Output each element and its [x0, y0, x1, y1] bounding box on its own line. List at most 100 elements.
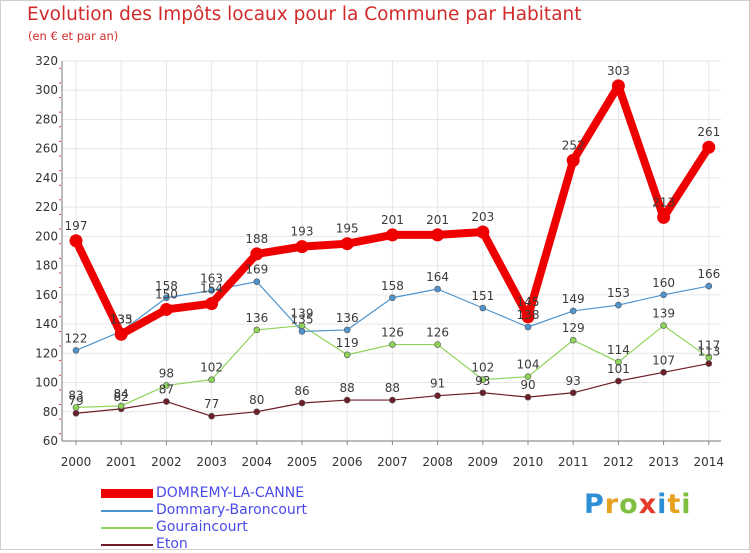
data-point-gouraincourt	[72, 404, 80, 411]
x-tick-label: 2006	[332, 455, 363, 469]
data-label-eton: 88	[385, 381, 400, 395]
data-label-gouraincourt: 139	[652, 307, 675, 321]
data-label-eton: 113	[697, 345, 720, 359]
data-label-dommary-baroncourt: 164	[426, 270, 449, 284]
logo-letter: o	[619, 489, 639, 520]
y-tick-label: 320	[35, 54, 58, 68]
data-label-gouraincourt: 117	[697, 339, 720, 353]
data-label-domremy-la-canne: 201	[381, 213, 404, 227]
y-tick-label: 260	[35, 142, 58, 156]
data-label-dommary-baroncourt: 160	[652, 276, 675, 290]
data-label-domremy-la-canne: 303	[607, 64, 630, 78]
legend-label-dommary: Dommary-Baroncourt	[156, 502, 307, 518]
data-point-dommary-baroncourt	[705, 282, 713, 290]
data-label-dommary-baroncourt: 158	[155, 279, 178, 293]
data-point-eton	[615, 377, 622, 385]
legend-swatch-eton	[101, 544, 153, 546]
proxiti-logo: Proxiti	[584, 489, 692, 520]
legend-swatch-domremy	[101, 489, 153, 498]
logo-letter: i	[681, 489, 692, 520]
data-point-gouraincourt	[660, 322, 667, 329]
x-tick-label: 2002	[151, 455, 182, 469]
data-label-eton: 93	[475, 374, 490, 388]
data-label-eton: 77	[204, 397, 219, 411]
data-label-gouraincourt: 126	[426, 326, 449, 340]
data-point-gouraincourt	[705, 354, 713, 361]
data-label-gouraincourt: 119	[336, 336, 359, 350]
data-point-gouraincourt	[569, 336, 577, 344]
data-label-dommary-baroncourt: 163	[200, 271, 223, 285]
data-label-eton: 107	[652, 353, 675, 367]
data-label-eton: 80	[249, 393, 264, 407]
data-point-dommary-baroncourt	[479, 304, 487, 312]
data-point-eton	[163, 398, 170, 405]
data-point-domremy-la-canne	[385, 228, 399, 242]
data-point-domremy-la-canne	[114, 327, 128, 341]
data-point-domremy-la-canne	[476, 225, 490, 239]
data-point-eton	[569, 389, 577, 397]
data-label-dommary-baroncourt: 136	[336, 311, 359, 325]
data-label-gouraincourt: 139	[291, 307, 314, 321]
legend-swatch-gouraincourt	[101, 527, 153, 529]
x-tick-label: 2014	[694, 455, 725, 469]
data-label-domremy-la-canne: 261	[697, 125, 720, 139]
data-point-gouraincourt	[117, 402, 125, 410]
logo-letter: t	[667, 489, 682, 520]
y-tick-label: 60	[43, 434, 58, 448]
chart-subtitle: (en € et par an)	[28, 29, 119, 43]
data-label-gouraincourt: 129	[562, 321, 585, 335]
data-label-dommary-baroncourt: 158	[381, 279, 404, 293]
data-label-gouraincourt: 98	[159, 366, 174, 380]
data-point-domremy-la-canne	[250, 247, 264, 261]
x-tick-label: 2004	[242, 455, 273, 469]
data-point-dommary-baroncourt	[524, 323, 532, 331]
data-label-dommary-baroncourt: 153	[607, 286, 630, 300]
data-point-gouraincourt	[479, 376, 487, 383]
data-point-domremy-la-canne	[521, 310, 535, 324]
data-label-gouraincourt: 104	[517, 358, 540, 372]
data-label-eton: 101	[607, 362, 630, 376]
x-tick-label: 2008	[422, 455, 453, 469]
y-tick-label: 220	[35, 200, 58, 214]
data-point-domremy-la-canne	[702, 140, 716, 154]
data-label-domremy-la-canne: 252	[562, 138, 585, 152]
y-tick-label: 280	[35, 112, 58, 126]
data-label-domremy-la-canne: 154	[200, 282, 223, 296]
data-point-eton	[72, 409, 80, 417]
y-tick-label: 160	[35, 288, 58, 302]
x-tick-label: 2013	[648, 455, 679, 469]
data-point-eton	[343, 396, 351, 404]
data-point-domremy-la-canne	[340, 237, 354, 251]
data-label-eton: 90	[520, 378, 535, 392]
data-label-dommary-baroncourt: 149	[562, 292, 585, 306]
data-point-domremy-la-canne	[205, 297, 219, 311]
axes	[59, 61, 721, 445]
data-point-gouraincourt	[253, 326, 261, 334]
data-label-gouraincourt: 102	[471, 361, 494, 375]
data-label-gouraincourt: 83	[68, 388, 83, 402]
data-label-domremy-la-canne: 150	[155, 287, 178, 301]
data-label-gouraincourt: 102	[200, 361, 223, 375]
data-label-domremy-la-canne: 197	[65, 219, 88, 233]
data-point-eton	[524, 393, 532, 401]
x-tick-label: 2009	[468, 455, 499, 469]
data-point-dommary-baroncourt	[298, 328, 306, 335]
data-point-domremy-la-canne	[159, 302, 173, 316]
y-tick-label: 80	[43, 405, 58, 419]
data-point-dommary-baroncourt	[569, 307, 577, 315]
x-tick-label: 2012	[603, 455, 634, 469]
data-point-gouraincourt	[615, 358, 622, 366]
data-label-domremy-la-canne: 213	[652, 195, 675, 209]
y-tick-label: 240	[35, 171, 58, 185]
data-label-dommary-baroncourt: 151	[471, 289, 494, 303]
data-point-gouraincourt	[524, 373, 532, 380]
data-label-dommary-baroncourt: 135	[110, 312, 133, 326]
data-label-dommary-baroncourt: 138	[517, 308, 540, 322]
series-points	[69, 79, 716, 420]
data-point-eton	[298, 399, 306, 407]
data-label-dommary-baroncourt: 166	[697, 267, 720, 281]
data-point-gouraincourt	[343, 351, 351, 359]
y-axis: 60 80 100 120 140 160 180 200 220 240 260 280 300 320	[35, 54, 58, 448]
x-tick-label: 2000	[61, 455, 92, 469]
